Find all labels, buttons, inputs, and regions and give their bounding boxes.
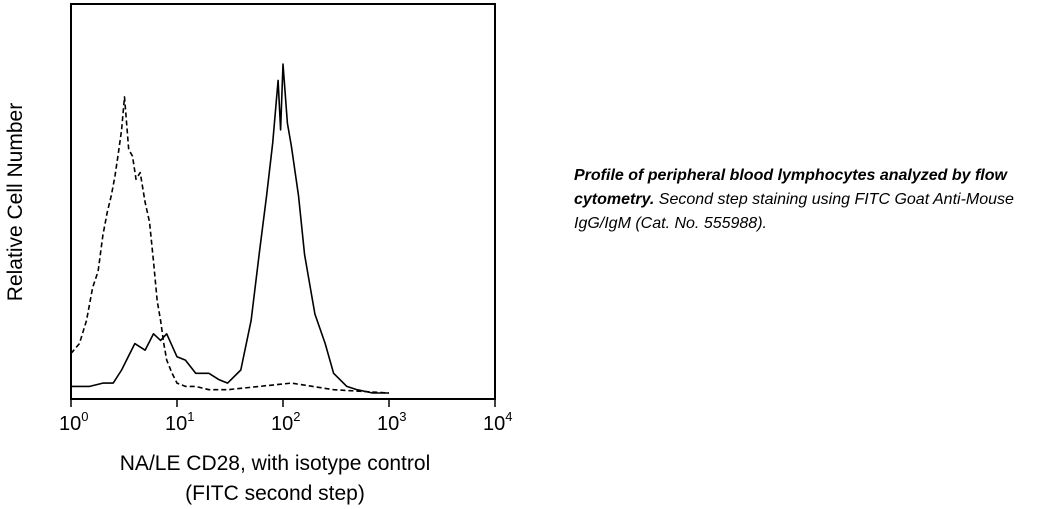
figure-caption: Profile of peripheral blood lymphocytes … — [574, 164, 1046, 236]
x-tick-label: 102 — [271, 409, 300, 435]
x-axis-label: NA/LE CD28, with isotype control — [119, 452, 431, 475]
x-tick-label: 103 — [377, 409, 406, 435]
series-group — [70, 63, 390, 394]
y-axis-label: Relative Cell Number — [4, 102, 27, 302]
isotype-control-histogram — [70, 96, 390, 394]
caption-bold: Profile of peripheral blood lymphocytes … — [574, 167, 1007, 208]
x-tick-label: 104 — [483, 409, 512, 435]
x-axis-label-line2: (FITC second step) — [185, 482, 365, 505]
caption-text: Second step staining using FITC Goat Ant… — [574, 191, 1014, 232]
cd28-histogram — [71, 63, 389, 394]
x-tick-label: 100 — [59, 409, 88, 435]
x-tick-label: 101 — [165, 409, 194, 435]
x-axis-ticks: 100 101 102 103 104 — [59, 399, 512, 435]
